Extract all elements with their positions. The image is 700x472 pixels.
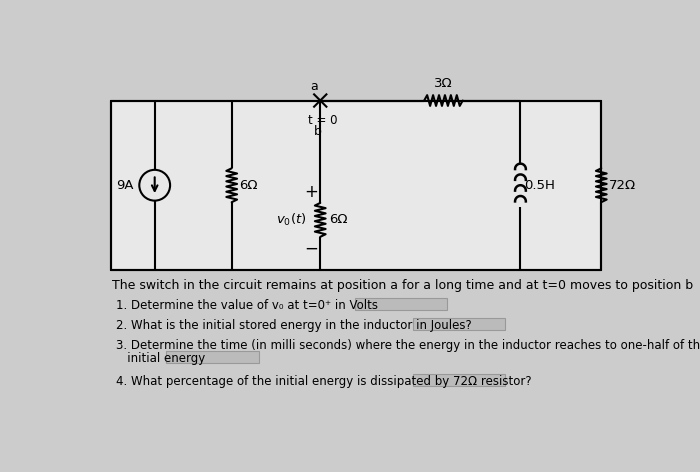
Bar [111,101,601,270]
Bar [355,298,447,310]
Text: a: a [310,80,318,93]
Text: +: + [304,184,318,202]
Text: b: b [314,125,322,138]
Text: 3Ω: 3Ω [434,77,453,90]
Bar [413,318,505,330]
Text: 6Ω: 6Ω [330,213,348,227]
Text: −: − [304,240,318,258]
Text: 2. What is the initial stored energy in the inductor in Joules?: 2. What is the initial stored energy in … [116,319,472,332]
Text: 6Ω: 6Ω [239,179,258,192]
Text: 72Ω: 72Ω [609,179,636,192]
Bar [413,374,505,386]
Text: 1. Determine the value of v₀ at t=0⁺ in Volts: 1. Determine the value of v₀ at t=0⁺ in … [116,299,378,312]
Text: 0.5H: 0.5H [524,179,555,192]
Text: initial energy: initial energy [116,352,206,365]
Text: 4. What percentage of the initial energy is dissipated by 72Ω resistor?: 4. What percentage of the initial energy… [116,375,532,388]
Text: t = 0: t = 0 [308,114,337,127]
Bar [167,351,258,363]
Text: 9A: 9A [116,179,133,192]
Text: The switch in the circuit remains at position a for a long time and at t=0 moves: The switch in the circuit remains at pos… [112,279,694,292]
Text: $v_0(t)$: $v_0(t)$ [276,212,307,228]
Text: 3. Determine the time (in milli seconds) where the energy in the inductor reache: 3. Determine the time (in milli seconds)… [116,339,700,352]
